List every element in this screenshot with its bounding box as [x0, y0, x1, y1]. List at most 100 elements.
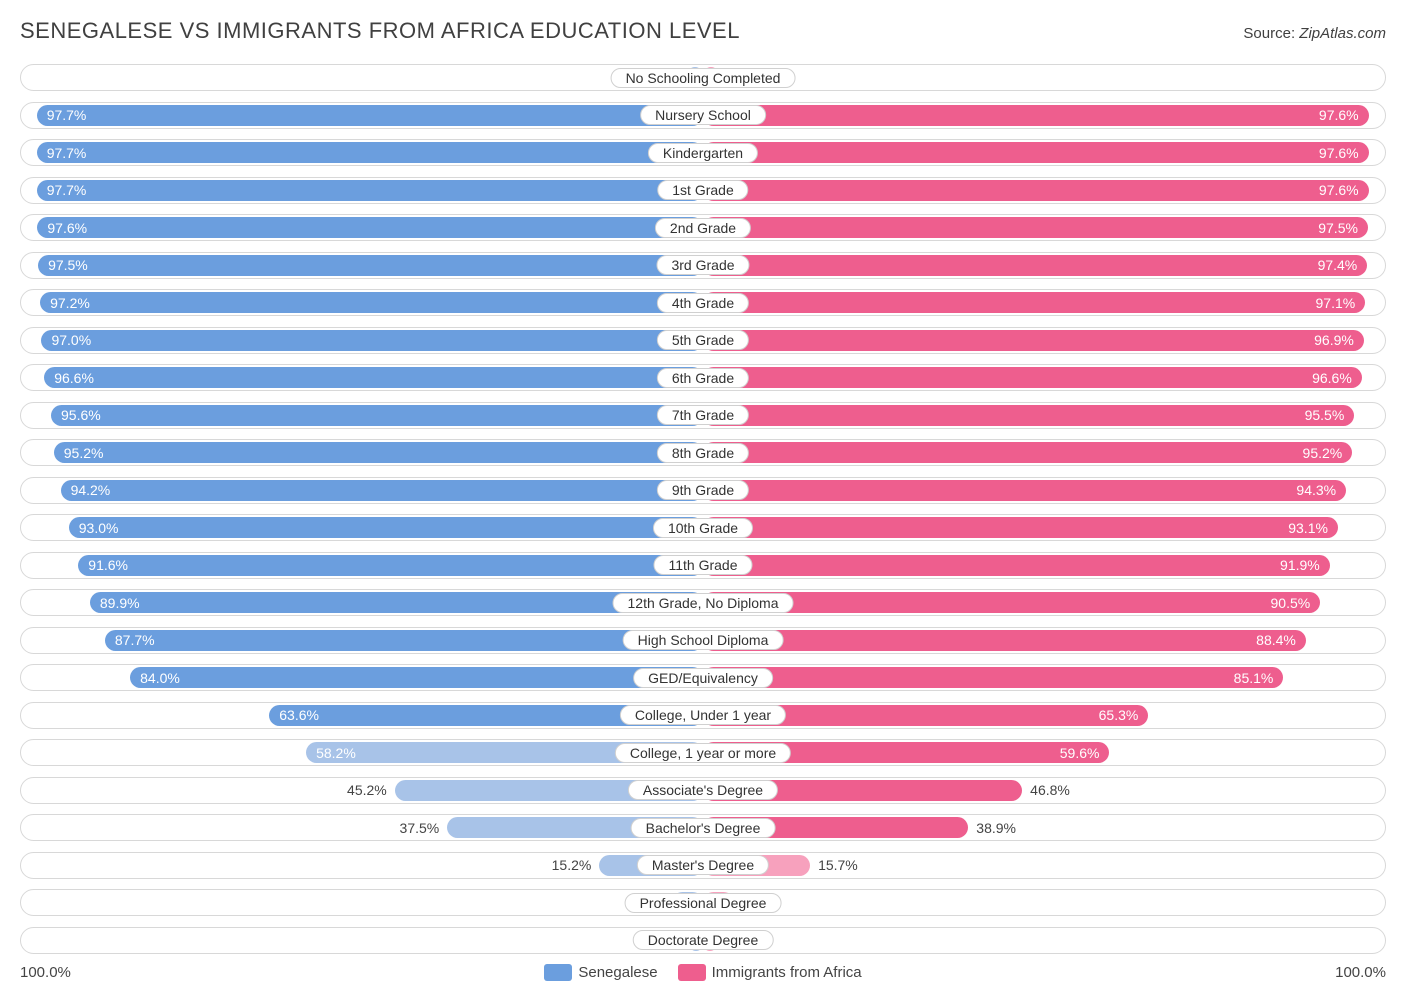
- legend-swatch-left: [544, 964, 572, 981]
- value-left: 94.2%: [71, 482, 111, 498]
- chart-row: 63.6% 65.3% College, Under 1 year: [20, 702, 1386, 729]
- category-label: College, Under 1 year: [620, 705, 786, 725]
- bar-right: [703, 480, 1346, 501]
- bar-right-container: 96.9%: [703, 328, 1385, 353]
- bar-left: [61, 480, 703, 501]
- bar-right: [703, 442, 1352, 463]
- bar-left-container: 91.6%: [21, 553, 703, 578]
- bar-left-container: 15.2%: [21, 853, 703, 878]
- bar-left-container: 97.2%: [21, 290, 703, 315]
- category-label: 12th Grade, No Diploma: [613, 593, 794, 613]
- value-left: 87.7%: [115, 632, 155, 648]
- category-label: Associate's Degree: [628, 780, 778, 800]
- chart-row: 94.2% 94.3%9th Grade: [20, 477, 1386, 504]
- bar-left-container: 97.5%: [21, 253, 703, 278]
- chart-row: 2.0%2.0%Doctorate Degree: [20, 927, 1386, 954]
- value-right: 95.2%: [1303, 445, 1343, 461]
- bar-right: [703, 292, 1365, 313]
- value-right: 97.5%: [1318, 220, 1358, 236]
- bar-right-container: 95.5%: [703, 403, 1385, 428]
- bar-left-container: 97.6%: [21, 215, 703, 240]
- axis-right-max: 100.0%: [1335, 964, 1386, 981]
- value-right: 65.3%: [1099, 707, 1139, 723]
- category-label: 4th Grade: [657, 293, 749, 313]
- bar-left-container: 2.3%: [21, 65, 703, 90]
- bar-right: [703, 180, 1369, 201]
- bar-left: [54, 442, 703, 463]
- chart-row: 58.2%59.6%College, 1 year or more: [20, 739, 1386, 766]
- chart-header: SENEGALESE VS IMMIGRANTS FROM AFRICA EDU…: [20, 18, 1386, 44]
- category-label: 8th Grade: [657, 443, 749, 463]
- bar-right-container: 85.1%: [703, 665, 1385, 690]
- bar-right: [703, 517, 1338, 538]
- bar-right-container: 46.8%: [703, 778, 1385, 803]
- value-left: 97.2%: [50, 295, 90, 311]
- value-left: 96.6%: [54, 370, 94, 386]
- bar-left-container: 84.0%: [21, 665, 703, 690]
- axis-left-max: 100.0%: [20, 964, 71, 981]
- bar-right: [703, 555, 1330, 576]
- bar-left: [37, 180, 703, 201]
- legend-label-right: Immigrants from Africa: [712, 964, 862, 981]
- chart-row: 4.6%4.6%Professional Degree: [20, 889, 1386, 916]
- value-right: 46.8%: [1030, 782, 1070, 798]
- bar-right-container: 97.5%: [703, 215, 1385, 240]
- bar-left: [105, 630, 703, 651]
- value-left: 63.6%: [279, 707, 319, 723]
- bar-right: [703, 105, 1369, 126]
- bar-left-container: 37.5%: [21, 815, 703, 840]
- bar-right: [703, 217, 1368, 238]
- bar-left: [78, 555, 703, 576]
- value-left: 91.6%: [88, 557, 128, 573]
- bar-right-container: 38.9%: [703, 815, 1385, 840]
- source-label: Source:: [1243, 25, 1295, 42]
- chart-row: 89.9% 90.5% 12th Grade, No Diploma: [20, 589, 1386, 616]
- chart-row: 45.2% 46.8% Associate's Degree: [20, 777, 1386, 804]
- category-label: Doctorate Degree: [633, 930, 774, 950]
- category-label: 1st Grade: [657, 180, 748, 200]
- bar-right-container: 2.4%: [703, 65, 1385, 90]
- value-left: 97.6%: [47, 220, 87, 236]
- chart-row: 37.5%38.9%Bachelor's Degree: [20, 814, 1386, 841]
- value-right: 91.9%: [1280, 557, 1320, 573]
- bar-left-container: 97.0%: [21, 328, 703, 353]
- value-right: 15.7%: [818, 857, 858, 873]
- category-label: Nursery School: [640, 105, 766, 125]
- category-label: 6th Grade: [657, 368, 749, 388]
- chart-row: 95.6%95.5%7th Grade: [20, 402, 1386, 429]
- bar-right-container: 96.6%: [703, 365, 1385, 390]
- bar-right: [703, 142, 1369, 163]
- bar-right-container: 88.4%: [703, 628, 1385, 653]
- bar-right-container: 91.9%: [703, 553, 1385, 578]
- bar-left-container: 89.9%: [21, 590, 703, 615]
- value-right: 90.5%: [1271, 595, 1311, 611]
- category-label: High School Diploma: [623, 630, 784, 650]
- value-left: 97.0%: [51, 332, 91, 348]
- bar-left-container: 4.6%: [21, 890, 703, 915]
- value-right: 85.1%: [1234, 670, 1274, 686]
- bar-right-container: 97.1%: [703, 290, 1385, 315]
- bar-left-container: 94.2%: [21, 478, 703, 503]
- bar-right: [703, 255, 1367, 276]
- category-label: Professional Degree: [625, 893, 782, 913]
- value-left: 95.6%: [61, 407, 101, 423]
- chart-row: 97.2% 97.1% 4th Grade: [20, 289, 1386, 316]
- chart-row: 91.6%91.9%11th Grade: [20, 552, 1386, 579]
- bar-right-container: 94.3%: [703, 478, 1385, 503]
- bar-left: [37, 217, 703, 238]
- value-left: 97.7%: [47, 107, 87, 123]
- value-left: 45.2%: [347, 782, 387, 798]
- bar-right-container: 97.6%: [703, 103, 1385, 128]
- value-left: 58.2%: [316, 745, 356, 761]
- value-left: 93.0%: [79, 520, 119, 536]
- bar-left-container: 45.2%: [21, 778, 703, 803]
- bar-left: [90, 592, 703, 613]
- bar-right-container: 65.3%: [703, 703, 1385, 728]
- chart-row: 97.7%97.6%Kindergarten: [20, 139, 1386, 166]
- category-label: 9th Grade: [657, 480, 749, 500]
- bar-left: [37, 105, 703, 126]
- chart-row: 97.5%97.4%3rd Grade: [20, 252, 1386, 279]
- bar-left-container: 96.6%: [21, 365, 703, 390]
- value-right: 97.1%: [1316, 295, 1356, 311]
- bar-left-container: 97.7%: [21, 103, 703, 128]
